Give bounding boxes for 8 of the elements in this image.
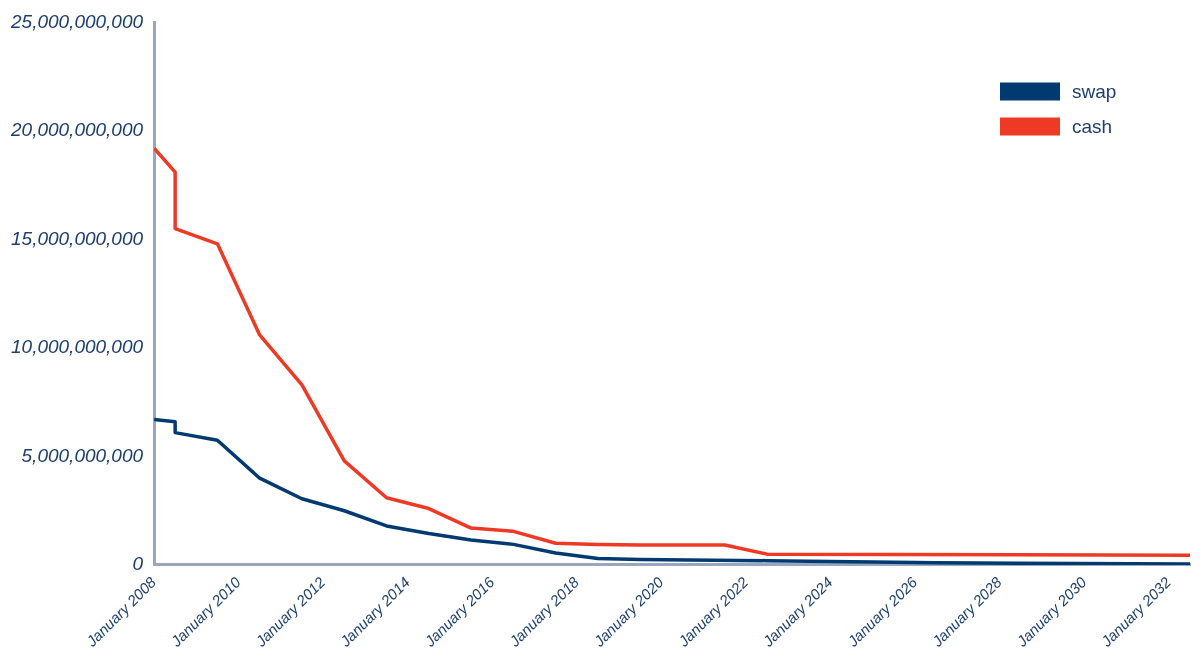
- y-tick-label: 15,000,000,000: [10, 227, 144, 249]
- legend-label: swap: [1072, 80, 1117, 102]
- y-tick-label: 0: [132, 553, 144, 575]
- y-tick-label: 5,000,000,000: [21, 444, 144, 466]
- y-tick-label: 20,000,000,000: [9, 119, 144, 141]
- y-tick-label: 25,000,000,000: [9, 10, 144, 32]
- legend-label: cash: [1072, 115, 1113, 137]
- y-tick-label: 10,000,000,000: [10, 336, 144, 358]
